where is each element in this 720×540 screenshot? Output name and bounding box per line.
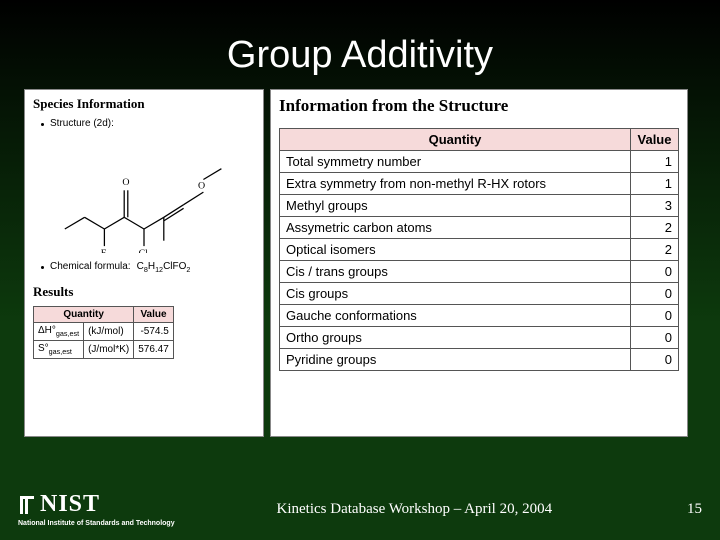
struct-head-value: Value <box>631 129 679 151</box>
struct-quantity: Ortho groups <box>280 327 631 349</box>
table-row: Pyridine groups0 <box>280 349 679 371</box>
struct-quantity: Cis groups <box>280 283 631 305</box>
struct-head-quantity: Quantity <box>280 129 631 151</box>
table-row: Cis / trans groups0 <box>280 261 679 283</box>
svg-text:Cl: Cl <box>139 248 149 253</box>
results-row: S°gas,est(J/mol*K)576.47 <box>34 341 174 359</box>
struct-quantity: Assymetric carbon atoms <box>280 217 631 239</box>
footer: NIST National Institute of Standards and… <box>0 478 720 540</box>
struct-quantity: Extra symmetry from non-methyl R-HX roto… <box>280 173 631 195</box>
table-row: Assymetric carbon atoms2 <box>280 217 679 239</box>
struct-value: 0 <box>631 305 679 327</box>
struct-value: 0 <box>631 349 679 371</box>
structure-table: Quantity Value Total symmetry number1Ext… <box>279 128 679 371</box>
svg-text:O: O <box>198 181 205 192</box>
table-row: Optical isomers2 <box>280 239 679 261</box>
results-row: ΔH°gas,est(kJ/mol)-574.5 <box>34 323 174 341</box>
results-head-quantity: Quantity <box>34 307 134 323</box>
species-panel: Species Information Structure (2d): <box>24 89 264 437</box>
struct-value: 2 <box>631 217 679 239</box>
structure-label: Structure (2d): <box>50 118 114 129</box>
bullet-icon <box>41 266 44 269</box>
results-symbol: ΔH°gas,est <box>34 323 84 341</box>
struct-value: 0 <box>631 261 679 283</box>
formula-label: Chemical formula: <box>50 261 131 272</box>
struct-quantity: Optical isomers <box>280 239 631 261</box>
table-row: Extra symmetry from non-methyl R-HX roto… <box>280 173 679 195</box>
struct-value: 2 <box>631 239 679 261</box>
formula-bullet: Chemical formula: C8H12ClFO2 <box>41 261 255 274</box>
svg-text:F: F <box>101 248 107 253</box>
struct-quantity: Total symmetry number <box>280 151 631 173</box>
struct-value: 0 <box>631 283 679 305</box>
structure-bullet: Structure (2d): <box>41 118 255 129</box>
struct-quantity: Methyl groups <box>280 195 631 217</box>
structure-info-panel: Information from the Structure Quantity … <box>270 89 688 437</box>
results-value: -574.5 <box>134 323 174 341</box>
molecule-2d: O O F Cl <box>54 133 234 253</box>
nist-block: NIST National Institute of Standards and… <box>18 491 175 527</box>
nist-mark-icon <box>18 494 36 516</box>
table-row: Methyl groups3 <box>280 195 679 217</box>
results-unit: (J/mol*K) <box>84 341 134 359</box>
formula-value: C8H12ClFO2 <box>137 261 191 274</box>
table-row: Cis groups0 <box>280 283 679 305</box>
svg-text:O: O <box>122 177 129 188</box>
struct-value: 1 <box>631 151 679 173</box>
species-heading: Species Information <box>33 96 255 112</box>
table-row: Ortho groups0 <box>280 327 679 349</box>
struct-quantity: Cis / trans groups <box>280 261 631 283</box>
struct-value: 0 <box>631 327 679 349</box>
footer-text: Kinetics Database Workshop – April 20, 2… <box>175 501 654 518</box>
table-row: Gauche conformations0 <box>280 305 679 327</box>
results-head-value: Value <box>134 307 174 323</box>
nist-word: NIST <box>40 491 100 518</box>
table-row: Total symmetry number1 <box>280 151 679 173</box>
nist-logo: NIST <box>18 491 175 518</box>
results-symbol: S°gas,est <box>34 341 84 359</box>
struct-value: 3 <box>631 195 679 217</box>
slide-title: Group Additivity <box>0 0 720 89</box>
content-row: Species Information Structure (2d): <box>0 89 720 437</box>
page-number: 15 <box>654 501 702 518</box>
structure-info-heading: Information from the Structure <box>279 96 679 116</box>
results-value: 576.47 <box>134 341 174 359</box>
results-heading: Results <box>33 284 255 300</box>
results-unit: (kJ/mol) <box>84 323 134 341</box>
bullet-icon <box>41 123 44 126</box>
struct-value: 1 <box>631 173 679 195</box>
results-table: Quantity Value ΔH°gas,est(kJ/mol)-574.5S… <box>33 306 174 359</box>
struct-quantity: Gauche conformations <box>280 305 631 327</box>
struct-quantity: Pyridine groups <box>280 349 631 371</box>
nist-subtitle: National Institute of Standards and Tech… <box>18 520 175 527</box>
